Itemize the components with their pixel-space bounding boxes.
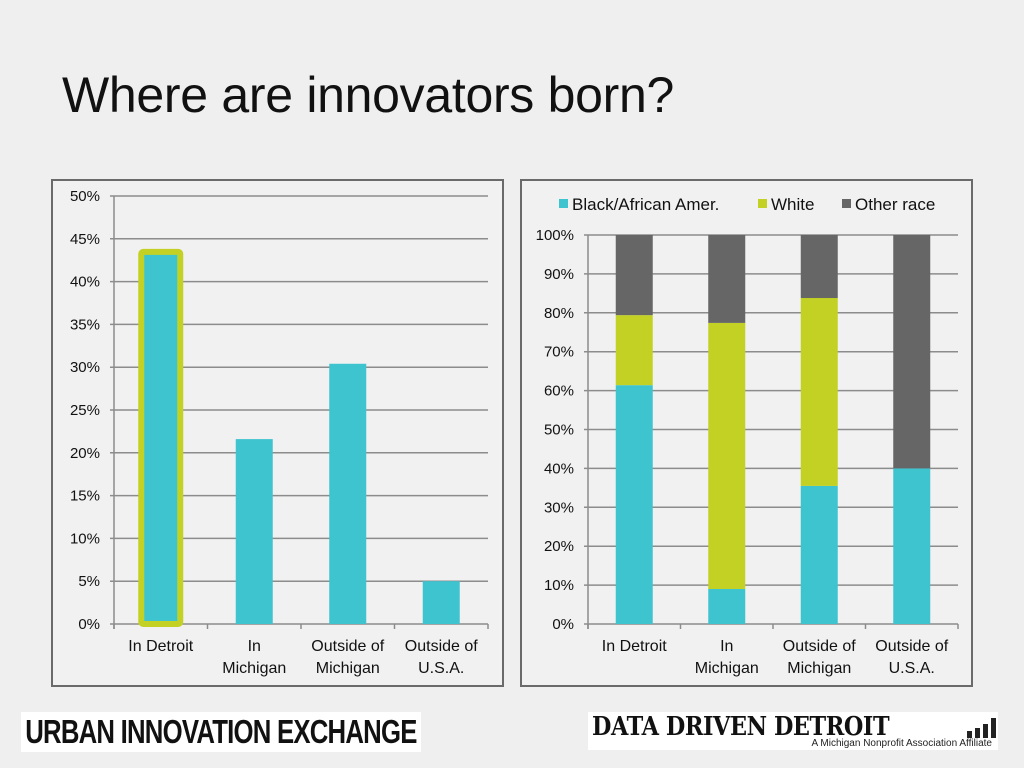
- left-x-category-label: In: [248, 638, 261, 655]
- left-ytick-label: 45%: [70, 231, 100, 248]
- left-ytick-label: 10%: [70, 530, 100, 547]
- bar: [422, 581, 460, 624]
- slide-title: Where are innovators born?: [62, 67, 674, 123]
- left-ytick-label: 40%: [70, 274, 100, 291]
- left-ytick-label: 20%: [70, 445, 100, 462]
- bar-highlighted: [138, 248, 184, 627]
- logo-text-right: DATA DRIVEN DETROIT: [592, 712, 890, 742]
- right-ytick-label: 10%: [544, 577, 574, 594]
- left-x-category-label: Outside of: [311, 638, 384, 655]
- left-ytick-label: 50%: [70, 188, 100, 205]
- right-ytick-label: 50%: [544, 422, 574, 439]
- right-ytick-label: 30%: [544, 499, 574, 516]
- chart-panel-race: 0% 10% 20% 30% 40% 50% 60% 70% 80% 90% 100% In Detr…: [520, 179, 973, 687]
- race-stacked-bar-chart: 0% 10% 20% 30% 40% 50% 60% 70% 80% 90% 100% In Detr…: [536, 195, 959, 677]
- right-ytick-label: 90%: [544, 266, 574, 283]
- stacked-bar-segment: [893, 468, 931, 624]
- bar-chart-logo-icon: [967, 718, 996, 738]
- bar: [329, 363, 367, 624]
- right-ytick-label: 70%: [544, 344, 574, 361]
- bar: [235, 439, 273, 624]
- stacked-bar-segment: [615, 235, 653, 316]
- left-ytick-label: 15%: [70, 488, 100, 505]
- right-x-category-label: Michigan: [695, 660, 759, 677]
- right-x-category-label: Outside of: [875, 638, 948, 655]
- left-ytick-label: 25%: [70, 402, 100, 419]
- data-driven-detroit-logo: DATA DRIVEN DETROIT A Michigan Nonprofit…: [588, 712, 998, 750]
- legend-label: White: [771, 195, 814, 214]
- chart-panel-birthplace: 0% 5% 10% 15% 20% 25% 30% 35% 40% 45% 50% In Detroi…: [51, 179, 504, 687]
- stacked-bar-segment: [893, 235, 931, 469]
- birthplace-bar-chart: 0% 5% 10% 15% 20% 25% 30% 35% 40% 45% 50% In Detroi…: [70, 188, 489, 677]
- right-x-category-label: Michigan: [787, 660, 851, 677]
- right-x-category-label: In Detroit: [602, 638, 667, 655]
- left-ytick-label: 0%: [78, 616, 100, 633]
- urban-innovation-exchange-logo: URBAN INNOVATION EXCHANGE: [21, 712, 421, 752]
- left-x-category-label: In Detroit: [128, 638, 193, 655]
- legend-label: Black/African Amer.: [572, 195, 719, 214]
- right-ytick-label: 20%: [544, 538, 574, 555]
- legend-swatch: [758, 199, 767, 208]
- stacked-bar-segment: [800, 298, 838, 486]
- right-x-category-label: U.S.A.: [889, 660, 935, 677]
- right-ytick-label: 40%: [544, 460, 574, 477]
- right-ytick-label: 60%: [544, 383, 574, 400]
- logo-text-left: URBAN INNOVATION EXCHANGE: [25, 713, 417, 750]
- stacked-bar-segment: [708, 588, 746, 624]
- right-x-category-label: In: [720, 638, 733, 655]
- left-x-category-label: Outside of: [405, 638, 478, 655]
- logo-subtitle-right: A Michigan Nonprofit Association Affilia…: [811, 738, 992, 749]
- right-ytick-label: 80%: [544, 305, 574, 322]
- legend-swatch: [842, 199, 851, 208]
- legend-label: Other race: [855, 195, 935, 214]
- left-ytick-label: 5%: [78, 573, 100, 590]
- left-ytick-label: 35%: [70, 316, 100, 333]
- right-ytick-label: 100%: [536, 227, 574, 244]
- legend-swatch: [559, 199, 568, 208]
- left-x-category-label: Michigan: [316, 660, 380, 677]
- stacked-bar-segment: [708, 322, 746, 589]
- stacked-bar-segment: [615, 315, 653, 386]
- stacked-bar-segment: [800, 485, 838, 624]
- right-ytick-label: 0%: [552, 616, 574, 633]
- stacked-bar-segment: [708, 235, 746, 323]
- left-ytick-label: 30%: [70, 359, 100, 376]
- stacked-bar-segment: [615, 385, 653, 624]
- left-x-category-label: Michigan: [222, 660, 286, 677]
- stacked-bar-segment: [800, 235, 838, 299]
- left-x-category-label: U.S.A.: [418, 660, 464, 677]
- right-x-category-label: Outside of: [783, 638, 856, 655]
